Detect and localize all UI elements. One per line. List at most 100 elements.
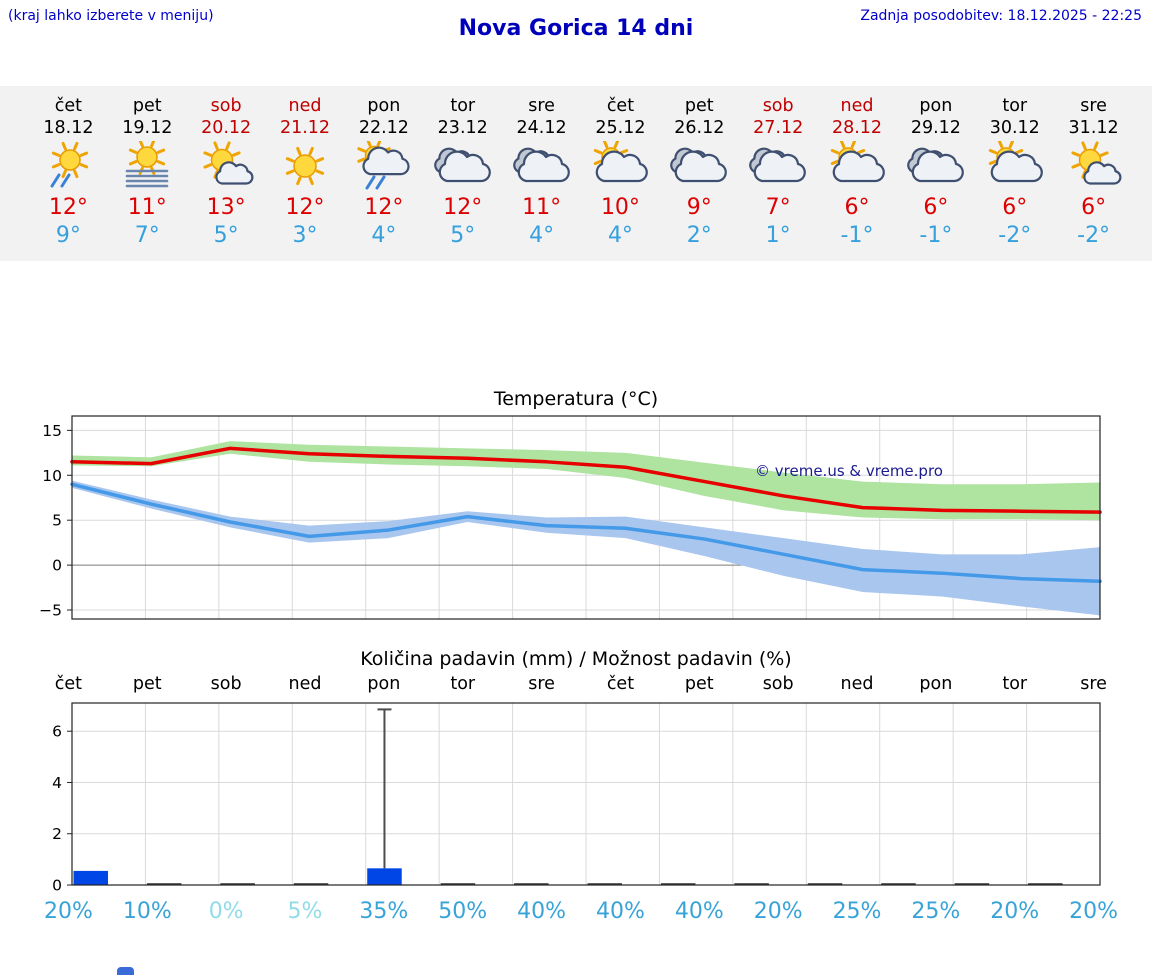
precip-probability: 25% (911, 899, 961, 924)
day-low-temp: 2° (686, 223, 712, 248)
day-name: sob (762, 96, 794, 116)
day-icon-wrap (502, 141, 581, 191)
day-date: 20.12 (201, 118, 252, 138)
precip-day-label: čet (54, 674, 83, 694)
min-temperature-line (70, 482, 1102, 584)
day-high-temp: 12° (48, 195, 88, 220)
location-menu-hint: (kraj lahko izberete v meniju) (8, 8, 214, 24)
precip-zero-mark (954, 883, 990, 885)
day-low-temp: -2° (998, 223, 1032, 248)
content-spacer (0, 261, 1152, 387)
day-icon-wrap (896, 141, 975, 191)
sun-cloud-rain-icon (357, 141, 410, 190)
forecast-day-strip: čet 18.12 12° 9° pet 19.12 11° 7° sob 20.12 13° 5° n… (0, 86, 1152, 261)
precip-probability: 5% (287, 899, 323, 924)
sun-small-cloud-icon (1070, 141, 1122, 185)
precip-day-label: pon (367, 674, 401, 694)
day-name: sob (210, 96, 242, 116)
precip-probability: 0% (208, 899, 244, 924)
forecast-day: ned 28.12 6° -1° (818, 96, 897, 249)
forecast-day: pon 22.12 12° 4° (344, 96, 423, 249)
precip-day-label: pon (919, 674, 953, 694)
precipitation-chart-block: Količina padavin (mm) / Možnost padavin … (0, 647, 1152, 925)
day-high-temp: 12° (364, 195, 404, 220)
day-name: pet (132, 96, 162, 116)
temperature-chart-block: Temperatura (°C) 15 10 5 0 −5 © vreme.us & vr… (0, 387, 1152, 625)
precipitation-chart-title: Količina padavin (mm) / Možnost padavin … (360, 648, 792, 670)
day-high-temp: 6° (923, 195, 949, 220)
day-date: 29.12 (910, 118, 961, 138)
forecast-day: ned 21.12 12° 3° (266, 96, 345, 249)
forecast-day: pet 26.12 9° 2° (660, 96, 739, 249)
forecast-day: pon 29.12 6° -1° (896, 96, 975, 249)
precip-zero-mark (881, 883, 916, 885)
day-high-temp: 9° (686, 195, 712, 220)
day-name: sre (528, 96, 555, 116)
day-date: 25.12 (595, 118, 646, 138)
precip-day-label: čet (606, 674, 635, 694)
temperature-chart: 15 10 5 0 −5 © vreme.us & vreme.pro (39, 415, 1102, 620)
day-low-temp: 3° (292, 223, 318, 248)
temp-ytick-label: 15 (42, 422, 62, 440)
precip-bar (367, 868, 402, 885)
precip-probability: 35% (359, 899, 409, 924)
cloudy-icon (433, 147, 491, 183)
precip-probability: 20% (1069, 899, 1119, 924)
precip-probability: 20% (43, 899, 93, 924)
precip-day-label: pet (684, 674, 714, 694)
precip-ytick-label: 6 (52, 723, 62, 741)
day-icon-wrap (187, 141, 266, 191)
cloudy-icon (670, 147, 728, 183)
day-date: 21.12 (279, 118, 331, 138)
forecast-day: čet 18.12 12° 9° (29, 96, 108, 249)
precip-day-label: ned (840, 674, 874, 694)
cloudy-icon (749, 147, 807, 183)
precip-zero-mark (807, 883, 843, 885)
precip-day-label: sob (762, 674, 794, 694)
day-high-temp: 10° (600, 195, 640, 220)
day-high-temp: 6° (1081, 195, 1107, 220)
day-name: tor (1002, 96, 1028, 116)
cloudy-icon (512, 147, 570, 183)
precip-zero-mark (587, 883, 623, 885)
day-high-temp: 13° (206, 195, 246, 220)
day-date: 23.12 (437, 118, 488, 138)
day-icon-wrap (581, 141, 660, 191)
forecast-day: tor 30.12 6° -2° (975, 96, 1054, 249)
day-date: 27.12 (753, 118, 804, 138)
page-title: Nova Gorica 14 dni (458, 16, 694, 41)
day-name: sre (1080, 96, 1107, 116)
temp-ytick-label: 0 (52, 557, 62, 575)
forecast-day: čet 25.12 10° 4° (581, 96, 660, 249)
forecast-day: sob 20.12 13° 5° (187, 96, 266, 249)
temp-ytick-label: 5 (52, 512, 62, 530)
day-date: 28.12 (831, 118, 883, 138)
precip-zero-mark (146, 883, 182, 885)
day-date: 18.12 (43, 118, 94, 138)
day-low-temp: 4° (371, 223, 397, 248)
precip-zero-mark (293, 883, 329, 885)
sun-rain-icon (50, 141, 89, 188)
day-date: 24.12 (516, 118, 567, 138)
precip-ytick-label: 0 (52, 877, 62, 895)
sun-cloud-icon (830, 141, 885, 183)
day-low-temp: 4° (529, 223, 555, 248)
precip-ytick-label: 2 (52, 825, 62, 843)
precip-day-label: tor (1002, 674, 1028, 694)
day-high-temp: 7° (765, 195, 791, 220)
day-date: 19.12 (122, 118, 173, 138)
sun-fog-icon (125, 141, 169, 188)
day-low-temp: 4° (607, 223, 633, 248)
footer-peek-button[interactable] (117, 967, 134, 975)
forecast-day: pet 19.12 11° 7° (108, 96, 187, 249)
day-icon-wrap (660, 141, 739, 191)
cloudy-icon (906, 147, 964, 183)
precip-day-label: ned (288, 674, 322, 694)
day-date: 31.12 (1068, 118, 1119, 138)
day-name: tor (450, 96, 476, 116)
sun-cloud-icon (988, 141, 1043, 183)
day-name: čet (606, 96, 635, 116)
precip-day-label: pet (132, 674, 162, 694)
sun-cloud-icon (594, 141, 649, 183)
